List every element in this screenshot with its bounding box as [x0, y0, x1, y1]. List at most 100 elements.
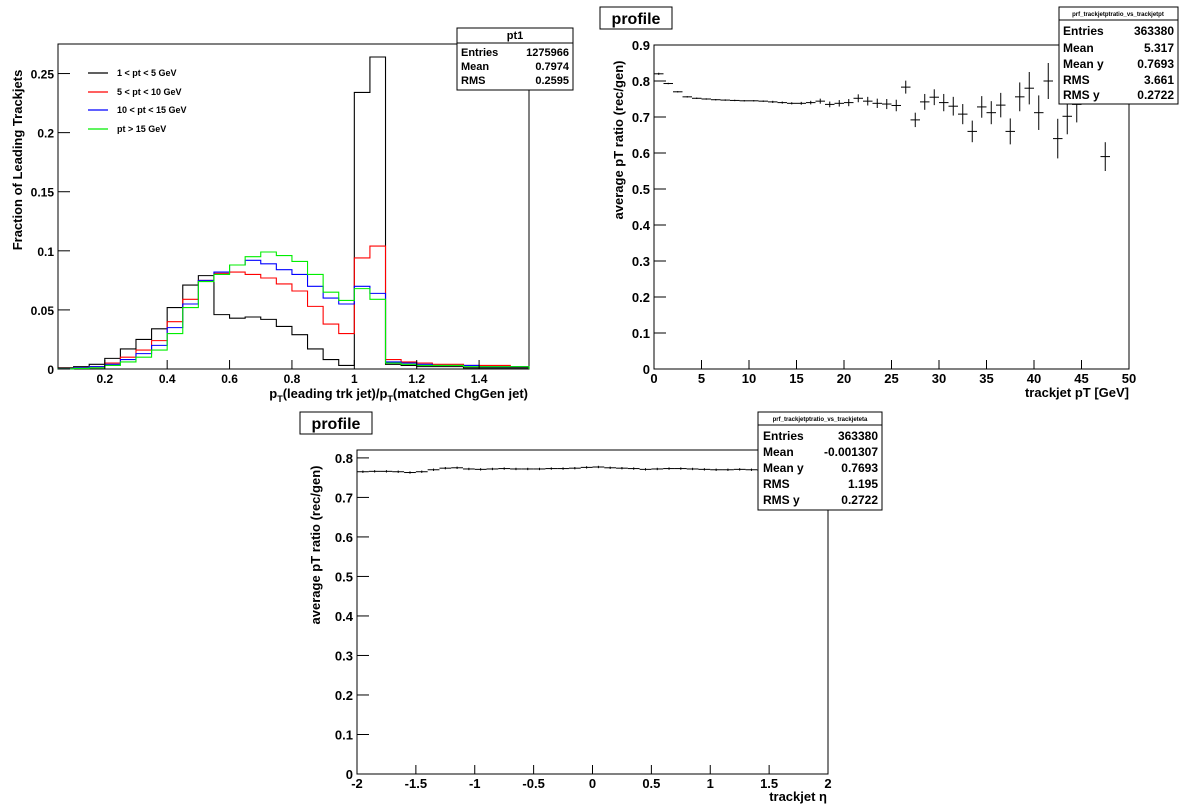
y-tick-label: 0.2: [37, 127, 54, 141]
x-axis-title: pT(leading trk jet)/pT(matched ChgGen je…: [269, 386, 528, 404]
x-tick-label: 25: [884, 371, 898, 386]
stats-box: pt1 Entries 1275966 Mean 0.7974 RMS 0.25…: [457, 28, 573, 90]
histogram-series-group: [58, 57, 529, 369]
profile-point: [593, 466, 605, 468]
profile-point: [651, 468, 663, 470]
profile-point: [404, 471, 416, 473]
legend-label: 1 < pt < 5 GeV: [117, 68, 177, 78]
y-tick-label: 0.2: [632, 290, 650, 305]
profile-point: [381, 470, 393, 472]
histogram-series-line: [58, 252, 529, 369]
profile-point: [968, 121, 978, 143]
x-tick-label: 1.2: [408, 372, 425, 386]
profile-point: [510, 468, 522, 470]
profile-point: [663, 467, 675, 469]
plot-frame: [654, 45, 1129, 369]
chart-title-box: profile: [300, 412, 372, 434]
stats-label: RMS y: [763, 493, 800, 507]
y-tick-label: 0.6: [632, 146, 650, 161]
profile-point: [873, 99, 883, 108]
x-tick-label: 30: [932, 371, 946, 386]
profile-point: [730, 100, 740, 101]
stats-label: Mean: [1063, 41, 1094, 55]
profile-point: [439, 467, 451, 469]
y-tick-label: 0.3: [335, 648, 353, 663]
legend-label: 5 < pt < 10 GeV: [117, 87, 182, 97]
legend: 1 < pt < 5 GeV 5 < pt < 10 GeV 10 < pt <…: [88, 68, 187, 134]
profile-point: [835, 100, 845, 106]
profile-point: [892, 100, 902, 112]
chart-title: profile: [312, 416, 361, 433]
profile-point: [920, 94, 930, 110]
x-axis-title: trackjet pT [GeV]: [1025, 385, 1129, 400]
stats-value: 5.317: [1144, 41, 1174, 55]
x-tick-label: 1.4: [471, 372, 488, 386]
profile-point: [749, 100, 759, 101]
legend-entry: pt > 15 GeV: [88, 124, 166, 134]
y-tick-label: 0.4: [335, 609, 354, 624]
profile-point: [710, 469, 722, 471]
profile-point: [545, 467, 557, 469]
legend-entry: 10 < pt < 15 GeV: [88, 105, 187, 115]
profile-point: [369, 470, 381, 472]
profile-point: [487, 468, 499, 470]
stats-value: 0.7974: [535, 61, 570, 73]
histogram-panel: 0.2 0.4 0.6 0.8 1 1.2 1.4 0 0.05 0.1 0.15 0.2 0.25 F…: [10, 28, 573, 404]
profile-point: [522, 468, 534, 470]
profile-point: [675, 467, 687, 469]
y-axis-title: average pT ratio (rec/gen): [308, 466, 323, 625]
stats-value: 0.2722: [841, 493, 878, 507]
legend-label: 10 < pt < 15 GeV: [117, 105, 187, 115]
profile-pt-panel: 0 5 10 15 20 25 30 35 40 45 5000.10.20.30.40.50.60…: [600, 7, 1178, 400]
profile-point: [1044, 63, 1054, 99]
x-tick-label: 10: [742, 371, 756, 386]
profile-point: [734, 468, 746, 470]
stats-title: pt1: [507, 30, 524, 42]
profile-point: [722, 469, 734, 471]
profile-point: [901, 81, 911, 94]
x-tick-label: 0.4: [159, 372, 176, 386]
profile-point: [939, 94, 949, 111]
stats-title: prf_trackjetptratio_vs_trackjeteta: [773, 417, 868, 423]
profile-point: [702, 98, 712, 99]
y-tick-label: 0.5: [632, 182, 650, 197]
profile-point: [451, 467, 463, 469]
profile-point: [581, 466, 593, 468]
profile-point: [475, 468, 487, 470]
profile-point: [683, 96, 693, 97]
y-tick-label: 0.5: [335, 569, 353, 584]
profile-point: [698, 468, 710, 470]
stats-label: Mean y: [763, 461, 804, 475]
x-tick-label: 1: [707, 776, 714, 791]
profile-points-group: [357, 466, 828, 474]
profile-point: [825, 102, 835, 108]
x-tick-label: -1.5: [405, 776, 427, 791]
stats-value: -0.001307: [824, 445, 878, 459]
profile-point: [357, 471, 369, 473]
profile-point: [392, 471, 404, 473]
histogram-series-line: [58, 57, 529, 369]
stats-label: RMS: [1063, 73, 1090, 87]
profile-point: [797, 102, 807, 105]
profile-point: [977, 96, 987, 118]
y-tick-label: 0.1: [632, 326, 650, 341]
y-tick-label: 0.2: [335, 688, 353, 703]
legend-label: pt > 15 GeV: [117, 124, 166, 134]
x-tick-label: 0.2: [96, 372, 113, 386]
y-tick-label: 0.8: [335, 451, 353, 466]
stats-value: 0.2595: [535, 75, 569, 87]
profile-point: [640, 468, 652, 470]
x-tick-label: -1: [469, 776, 481, 791]
stats-box: prf_trackjetptratio_vs_trackjetpt Entrie…: [1059, 7, 1178, 104]
profile-point: [416, 471, 428, 473]
y-tick-label: 0.05: [31, 304, 55, 318]
y-tick-label: 0.7: [335, 490, 353, 505]
y-tick-label: 0.4: [632, 218, 651, 233]
stats-value: 1.195: [848, 477, 878, 491]
profile-point: [778, 102, 788, 104]
stats-label: RMS y: [1063, 88, 1100, 102]
profile-point: [1015, 82, 1025, 111]
stats-value: 0.2722: [1137, 88, 1174, 102]
stats-value: 0.7693: [841, 461, 878, 475]
